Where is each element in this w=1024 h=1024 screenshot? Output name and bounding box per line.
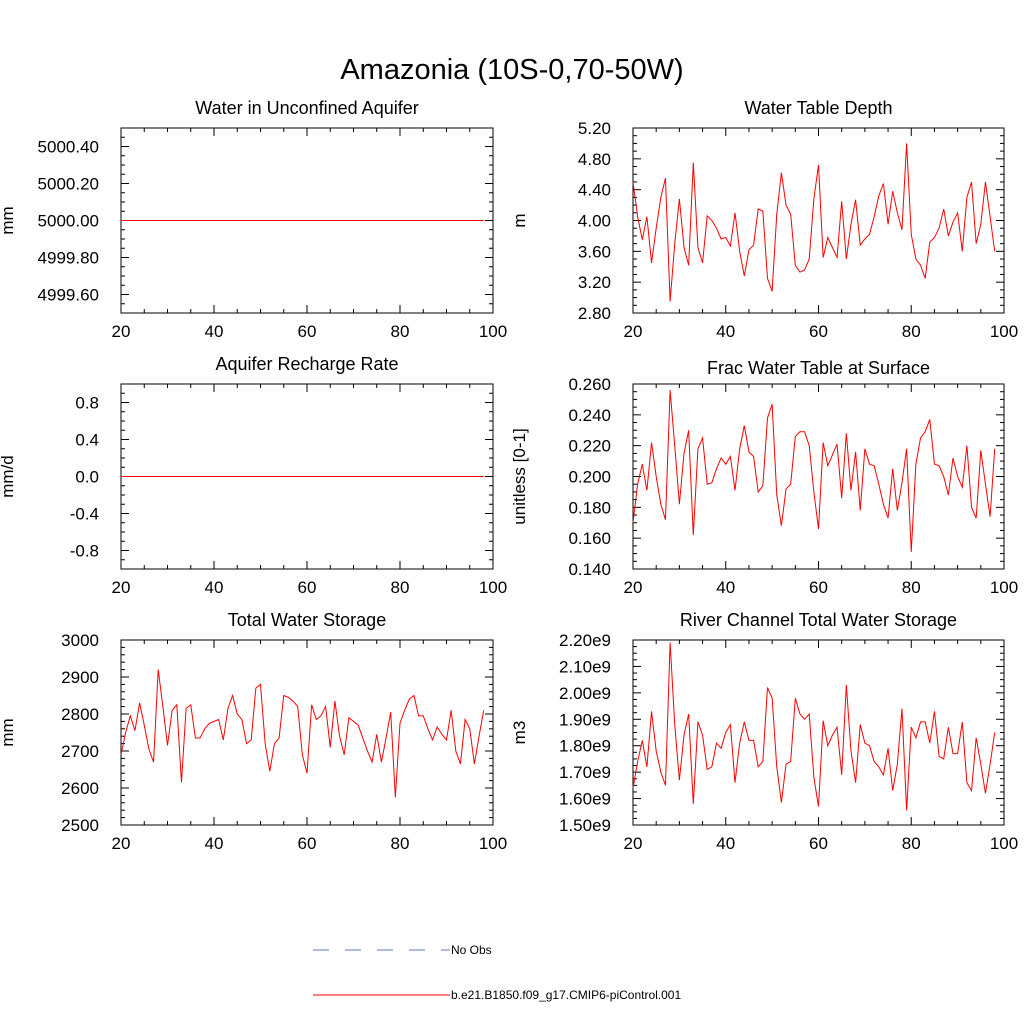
panel-4: 20 40 60 80 100 0.140 0.160 0.180 0.200 0.220 0.24… bbox=[510, 358, 1018, 597]
series-line bbox=[632, 143, 996, 302]
y-tick-label: 1.70e9 bbox=[559, 763, 611, 782]
y-tick-label: 5000.40 bbox=[38, 138, 99, 157]
series-line bbox=[632, 642, 996, 811]
x-tick-label: 80 bbox=[391, 834, 410, 853]
legend: No Obs b.e21.B1850.f09_g17.CMIP6-piContr… bbox=[313, 943, 681, 1002]
x-tick-label: 60 bbox=[298, 834, 317, 853]
y-tick-label: 1.60e9 bbox=[559, 790, 611, 809]
y-tick-label: 1.50e9 bbox=[559, 816, 611, 835]
x-tick-label: 40 bbox=[205, 578, 224, 597]
x-tick-label: 40 bbox=[205, 834, 224, 853]
y-tick-label: 5.20 bbox=[578, 119, 611, 138]
y-tick-label: 5000.00 bbox=[38, 212, 99, 231]
y-tick-label: 0.220 bbox=[568, 437, 611, 456]
y-axis-label: m bbox=[510, 213, 529, 227]
panel-title: Total Water Storage bbox=[228, 610, 386, 630]
panel-title: Water Table Depth bbox=[744, 98, 892, 118]
y-tick-label: 1.80e9 bbox=[559, 737, 611, 756]
panel-5: 20 40 60 80 100 2500 2600 2700 2800 2900 3000 Total… bbox=[0, 610, 507, 853]
series-line bbox=[120, 669, 485, 798]
y-tick-label: 2.20e9 bbox=[559, 631, 611, 650]
x-tick-label: 100 bbox=[479, 834, 507, 853]
plot-frame bbox=[632, 383, 1005, 570]
x-tick-label: 100 bbox=[990, 322, 1018, 341]
panel-title: Water in Unconfined Aquifer bbox=[195, 98, 418, 118]
y-tick-label: 4.00 bbox=[578, 212, 611, 231]
x-tick-label: 100 bbox=[990, 834, 1018, 853]
x-tick-label: 100 bbox=[479, 578, 507, 597]
y-tick-label: 0.260 bbox=[568, 375, 611, 394]
x-tick-label: 80 bbox=[902, 578, 921, 597]
y-tick-label: 4999.60 bbox=[38, 286, 99, 305]
x-tick-label: 60 bbox=[809, 578, 828, 597]
y-tick-label: 0.160 bbox=[568, 529, 611, 548]
x-tick-label: 60 bbox=[298, 322, 317, 341]
y-tick-label: 1.90e9 bbox=[559, 710, 611, 729]
x-tick-label: 80 bbox=[902, 834, 921, 853]
figure-title: Amazonia (10S-0,70-50W) bbox=[340, 54, 683, 86]
legend-no-obs-label: No Obs bbox=[451, 943, 492, 957]
y-tick-label: 0.200 bbox=[568, 468, 611, 487]
y-tick-label: 0.180 bbox=[568, 498, 611, 517]
x-tick-label: 20 bbox=[624, 322, 643, 341]
x-tick-label: 20 bbox=[624, 578, 643, 597]
panels-group: 20 40 60 80 100 4999.60 4999.80 5000.00 5000.20 5… bbox=[0, 98, 1018, 853]
y-axis-label: mm bbox=[0, 718, 17, 746]
y-tick-label: 0.4 bbox=[75, 431, 99, 450]
series-line bbox=[632, 390, 996, 553]
y-tick-label: -0.8 bbox=[70, 542, 99, 561]
x-tick-label: 100 bbox=[990, 578, 1018, 597]
y-tick-label: 2500 bbox=[61, 816, 99, 835]
x-tick-label: 40 bbox=[205, 322, 224, 341]
y-axis-label: mm bbox=[0, 206, 17, 234]
x-tick-label: 100 bbox=[479, 322, 507, 341]
x-tick-label: 60 bbox=[809, 834, 828, 853]
y-tick-label: 3.60 bbox=[578, 242, 611, 261]
panel-3: 20 40 60 80 100 -0.8 -0.4 0.0 0.4 0.8 Aquifer Rech… bbox=[0, 354, 507, 597]
x-tick-label: 60 bbox=[298, 578, 317, 597]
plot-frame bbox=[120, 639, 494, 826]
x-tick-label: 20 bbox=[112, 322, 131, 341]
y-axis-label: unitless [0-1] bbox=[510, 428, 529, 524]
y-tick-label: 4.40 bbox=[578, 181, 611, 200]
y-tick-label: 0.240 bbox=[568, 406, 611, 425]
y-tick-label: 2600 bbox=[61, 779, 99, 798]
y-tick-label: 4999.80 bbox=[38, 249, 99, 268]
y-tick-label: 2.10e9 bbox=[559, 657, 611, 676]
y-tick-label: 2700 bbox=[61, 742, 99, 761]
x-tick-label: 80 bbox=[391, 578, 410, 597]
y-tick-label: 4.80 bbox=[578, 150, 611, 169]
y-tick-label: 3000 bbox=[61, 631, 99, 650]
x-tick-label: 20 bbox=[624, 834, 643, 853]
y-tick-label: 0.0 bbox=[75, 468, 99, 487]
x-tick-label: 40 bbox=[716, 578, 735, 597]
panel-title: Aquifer Recharge Rate bbox=[215, 354, 398, 374]
legend-model-label: b.e21.B1850.f09_g17.CMIP6-piControl.001 bbox=[451, 988, 681, 1002]
y-tick-label: 2.00e9 bbox=[559, 684, 611, 703]
y-axis-label: m3 bbox=[510, 721, 529, 745]
y-tick-label: -0.4 bbox=[70, 505, 99, 524]
y-tick-label: 5000.20 bbox=[38, 175, 99, 194]
x-tick-label: 40 bbox=[716, 834, 735, 853]
y-tick-label: 0.8 bbox=[75, 394, 99, 413]
y-axis-label: mm/d bbox=[0, 455, 17, 498]
panel-6: 20 40 60 80 100 1.50e9 1.60e9 1.70e9 1.80e9 1.90e… bbox=[510, 610, 1018, 853]
x-tick-label: 80 bbox=[391, 322, 410, 341]
y-tick-label: 2900 bbox=[61, 668, 99, 687]
panel-title: Frac Water Table at Surface bbox=[707, 358, 930, 378]
x-tick-label: 40 bbox=[716, 322, 735, 341]
x-tick-label: 20 bbox=[112, 578, 131, 597]
panel-1: 20 40 60 80 100 4999.60 4999.80 5000.00 5000.20 5… bbox=[0, 98, 507, 341]
y-tick-label: 2.80 bbox=[578, 304, 611, 323]
x-tick-label: 80 bbox=[902, 322, 921, 341]
plot-frame bbox=[632, 127, 1005, 314]
y-tick-label: 0.140 bbox=[568, 560, 611, 579]
y-tick-label: 3.20 bbox=[578, 273, 611, 292]
y-tick-label: 2800 bbox=[61, 705, 99, 724]
panel-2: 20 40 60 80 100 2.80 3.20 3.60 4.00 4.40 4.80 5.20 W… bbox=[510, 98, 1018, 341]
panel-title: River Channel Total Water Storage bbox=[680, 610, 957, 630]
x-tick-label: 60 bbox=[809, 322, 828, 341]
x-tick-label: 20 bbox=[112, 834, 131, 853]
